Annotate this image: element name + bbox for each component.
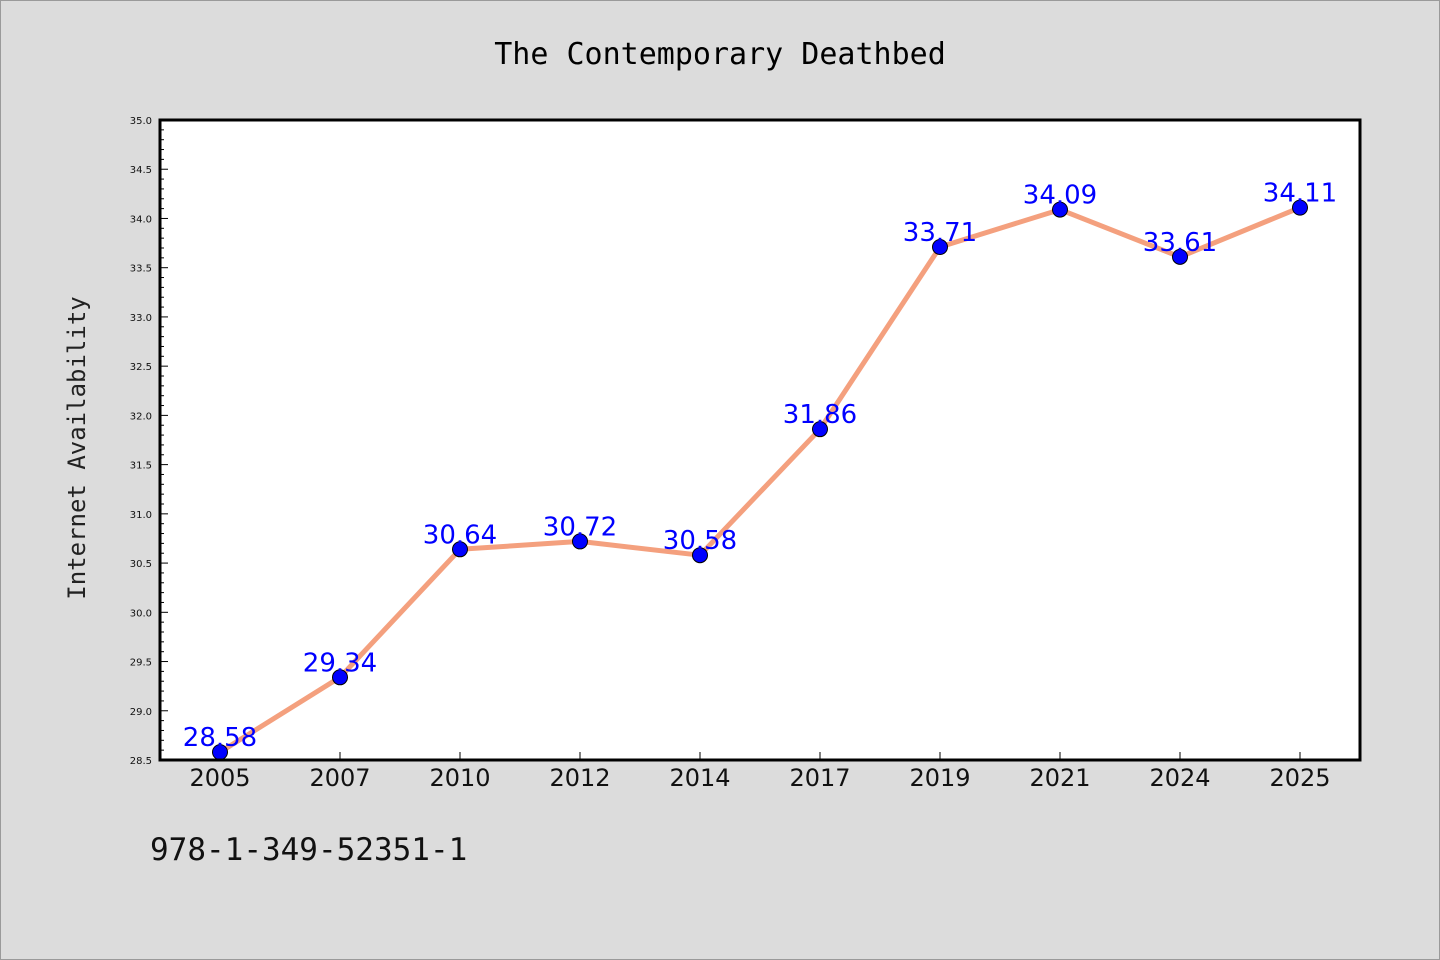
y-tick-label: 32.5 [130, 362, 152, 373]
data-label: 29.34 [303, 648, 377, 678]
y-tick-label: 31.5 [130, 461, 152, 472]
data-point [1052, 201, 1068, 218]
y-tick-label: 34.5 [130, 165, 152, 176]
axes: 28.5 29.0 29.5 30.0 30.5 31.0 31.5 32.0 32.5 33.0… [130, 116, 1331, 792]
chart-title: The Contemporary Deathbed [494, 37, 946, 72]
data-point [332, 669, 348, 686]
y-tick-label: 30.5 [130, 559, 152, 570]
y-tick-label: 32.0 [130, 411, 152, 422]
x-tick-label: 2014 [669, 764, 730, 792]
x-tick-label: 2005 [189, 764, 250, 792]
x-tick-label: 2017 [789, 764, 850, 792]
x-tick-label: 2010 [429, 764, 490, 792]
data-label: 30.72 [543, 512, 617, 542]
x-tick-label: 2019 [909, 764, 970, 792]
x-tick-label: 2025 [1269, 764, 1330, 792]
isbn-text: 978-1-349-52351-1 [150, 832, 468, 868]
series-1: 28.58 29.34 30.64 30.72 30.58 31.86 33.71 34.09… [183, 179, 1337, 761]
plot-border [158, 118, 1362, 762]
data-label: 34.11 [1263, 179, 1337, 209]
data-label: 33.71 [903, 218, 977, 248]
y-tick-label: 33.0 [130, 313, 152, 324]
x-tick-label: 2012 [549, 764, 610, 792]
y-tick-label: 29.0 [130, 707, 152, 718]
x-tick-label: 2007 [309, 764, 370, 792]
data-point [692, 547, 708, 564]
y-tick-label: 29.5 [130, 658, 152, 669]
data-point [812, 421, 828, 438]
y-tick-label: 31.0 [130, 510, 152, 521]
data-label: 33.61 [1143, 228, 1217, 258]
data-label: 30.64 [423, 520, 497, 550]
data-point [1292, 199, 1308, 216]
data-point [572, 533, 588, 550]
y-tick-label: 34.0 [130, 214, 152, 225]
x-tick-label: 2021 [1029, 764, 1090, 792]
data-label: 28.58 [183, 723, 257, 753]
y-tick-label: 28.5 [130, 756, 152, 767]
y-tick-label: 35.0 [130, 116, 152, 127]
series-line [217, 205, 1303, 755]
data-label: 30.58 [663, 526, 737, 556]
data-point [932, 239, 948, 256]
y-tick-label: 30.0 [130, 608, 152, 619]
data-label: 34.09 [1023, 181, 1097, 211]
x-tick-label: 2024 [1149, 764, 1210, 792]
data-point [452, 541, 468, 558]
y-axis-label: Internet Availability [63, 296, 91, 599]
data-label: 31.86 [783, 400, 857, 430]
y-tick-label: 33.5 [130, 264, 152, 275]
data-point [1172, 248, 1188, 265]
